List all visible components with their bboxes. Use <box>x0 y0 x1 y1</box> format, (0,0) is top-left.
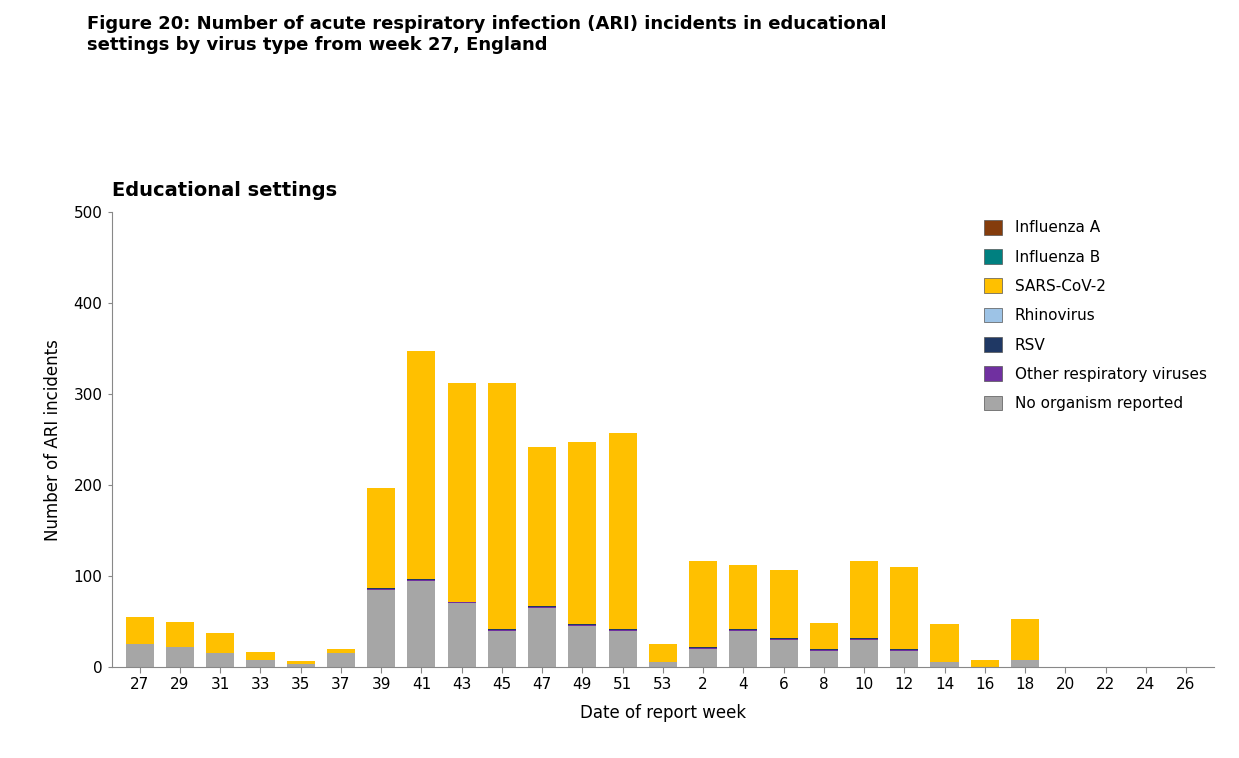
Bar <box>488 631 515 667</box>
Bar <box>850 638 878 639</box>
Bar <box>569 625 596 626</box>
Bar <box>689 648 717 649</box>
Bar <box>930 625 959 662</box>
Bar <box>1011 659 1040 667</box>
Text: Educational settings: Educational settings <box>112 180 337 199</box>
Bar <box>810 650 838 667</box>
Bar <box>608 630 637 631</box>
Bar <box>528 607 556 608</box>
Bar <box>891 649 918 650</box>
Bar <box>447 602 476 603</box>
Bar <box>447 384 476 602</box>
Bar <box>125 617 154 644</box>
Bar <box>408 352 435 579</box>
Bar <box>408 580 435 581</box>
Bar <box>447 603 476 667</box>
Bar <box>850 561 878 638</box>
Bar <box>730 630 757 631</box>
Bar <box>327 653 356 667</box>
Bar <box>327 649 356 653</box>
Text: Figure 20: Number of acute respiratory infection (ARI) incidents in educational
: Figure 20: Number of acute respiratory i… <box>87 15 886 54</box>
Bar <box>930 662 959 667</box>
Bar <box>247 653 275 659</box>
Bar <box>649 644 676 662</box>
Bar <box>810 649 838 650</box>
Bar <box>769 638 798 639</box>
Bar <box>769 639 798 640</box>
Bar <box>488 630 515 631</box>
Bar <box>488 384 515 629</box>
Bar <box>689 561 717 647</box>
Bar <box>286 661 315 664</box>
Bar <box>125 644 154 667</box>
Bar <box>769 570 798 638</box>
Bar <box>769 640 798 667</box>
Bar <box>891 650 918 667</box>
Bar <box>970 659 999 667</box>
Bar <box>810 623 838 649</box>
Bar <box>850 639 878 640</box>
Bar <box>730 629 757 630</box>
Bar <box>569 443 596 625</box>
Bar <box>367 588 395 589</box>
Bar <box>367 590 395 667</box>
Bar <box>689 647 717 648</box>
Bar <box>206 653 234 667</box>
Bar <box>649 662 676 667</box>
Bar <box>286 664 315 667</box>
Bar <box>1011 619 1040 659</box>
Bar <box>528 447 556 606</box>
Bar <box>247 659 275 667</box>
Bar <box>608 631 637 667</box>
Bar <box>689 649 717 667</box>
Bar <box>408 579 435 580</box>
Bar <box>608 434 637 629</box>
Bar <box>367 589 395 590</box>
Y-axis label: Number of ARI incidents: Number of ARI incidents <box>45 339 62 540</box>
Bar <box>891 567 918 649</box>
Bar <box>730 631 757 667</box>
Bar <box>206 634 234 653</box>
Bar <box>608 629 637 630</box>
Bar <box>408 581 435 667</box>
Bar <box>528 606 556 607</box>
Bar <box>166 622 195 647</box>
X-axis label: Date of report week: Date of report week <box>580 703 746 722</box>
Bar <box>488 629 515 630</box>
Legend: Influenza A, Influenza B, SARS-CoV-2, Rhinovirus, RSV, Other respiratory viruses: Influenza A, Influenza B, SARS-CoV-2, Rh… <box>984 220 1207 411</box>
Bar <box>367 488 395 588</box>
Bar <box>569 626 596 667</box>
Bar <box>166 647 195 667</box>
Bar <box>850 640 878 667</box>
Bar <box>528 608 556 667</box>
Bar <box>730 565 757 629</box>
